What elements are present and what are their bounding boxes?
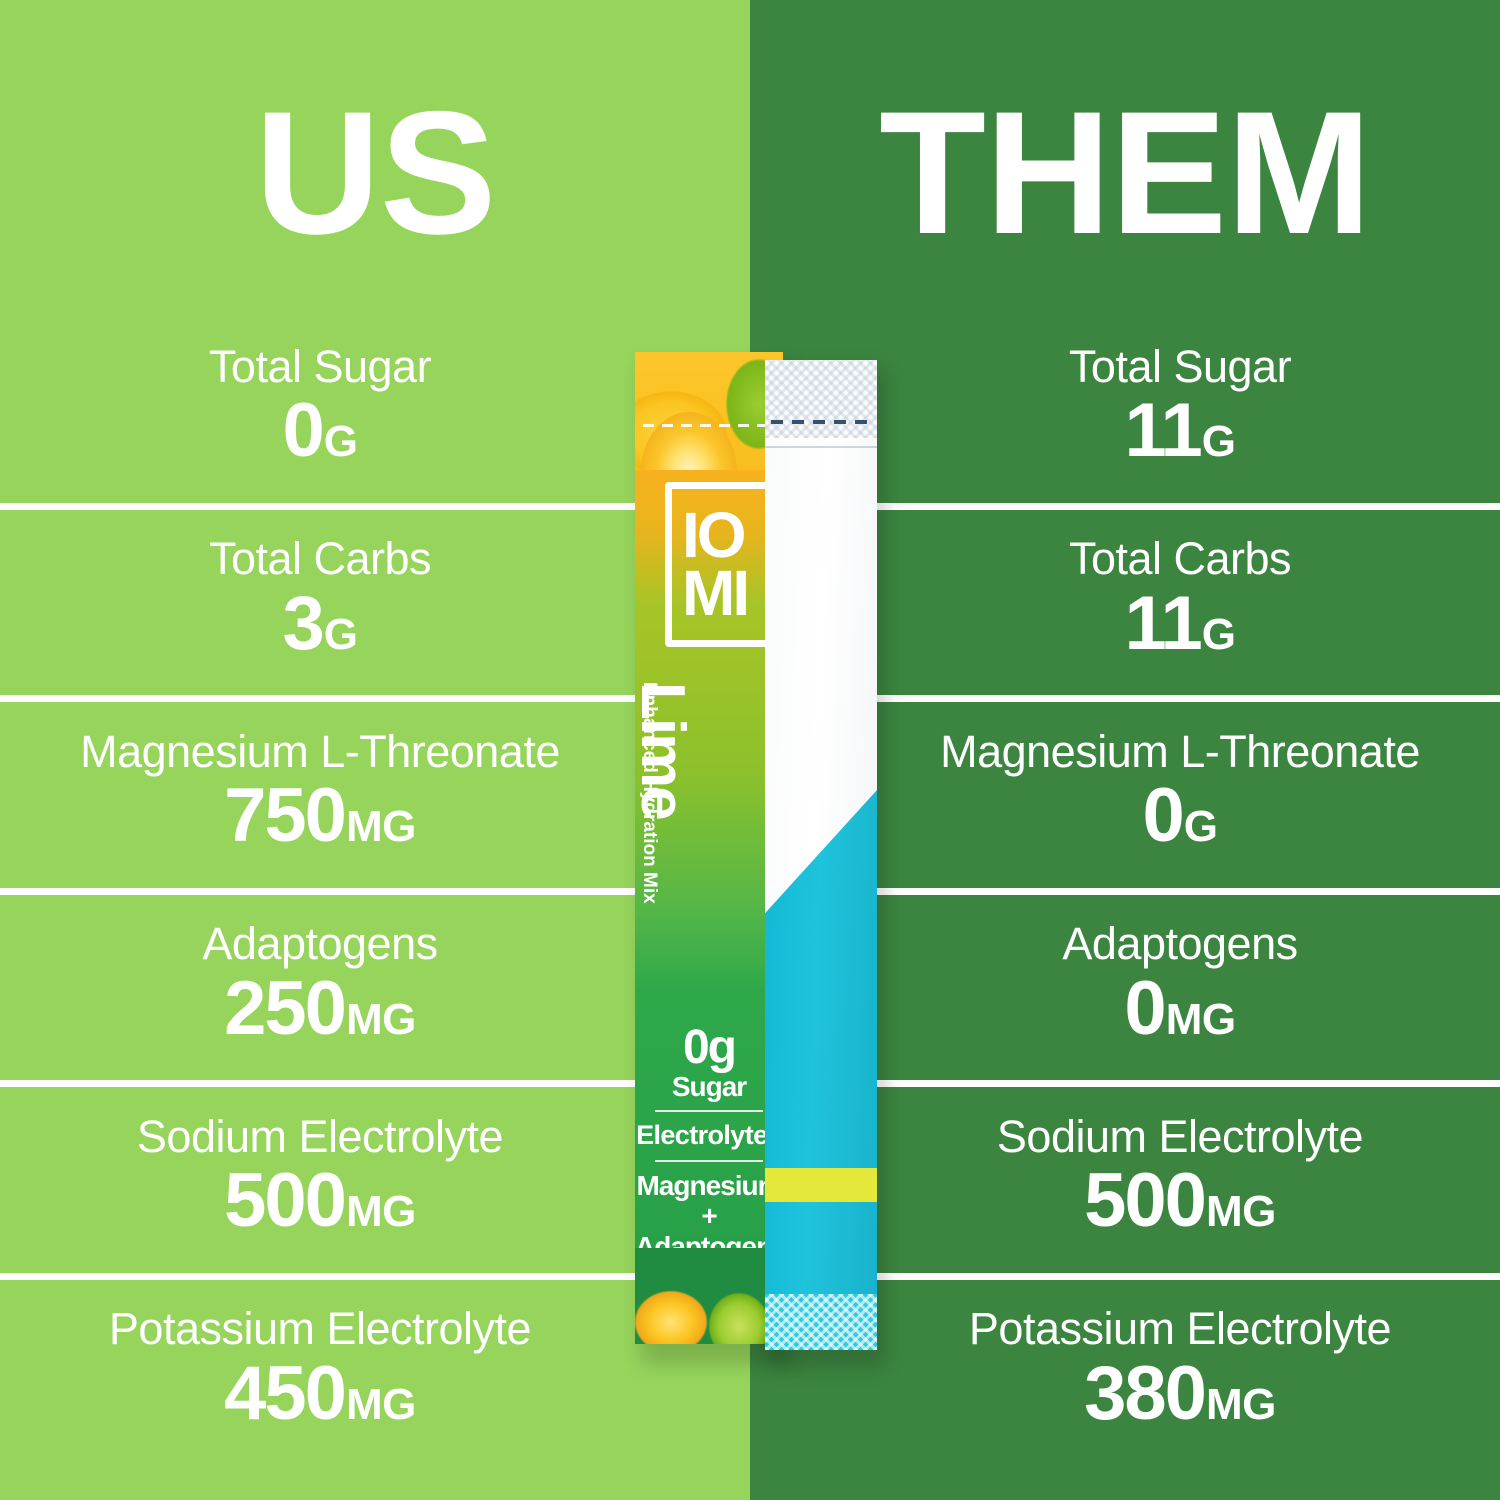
product-packets: IO MI Enhanced Hydration Mix Lime 0g Sug… [617, 352, 887, 1368]
plain-stick-pack [765, 360, 877, 1350]
nutrient-value: 250 MG [224, 970, 416, 1048]
nutrient-unit: G [323, 417, 358, 467]
table-row: Adaptogens 0 MG [750, 887, 1500, 1081]
nutrient-label: Magnesium L-Threonate [80, 725, 560, 777]
tear-notch-icon [643, 424, 775, 427]
nutrient-unit: MG [345, 1379, 416, 1429]
nutrient-unit: G [323, 609, 358, 659]
nutrient-label: Total Carbs [1068, 533, 1292, 585]
table-row: Magnesium L-Threonate 750 MG [0, 695, 750, 888]
packet-claim-electrolytes: Electrolytes [636, 1120, 782, 1151]
nutrient-number: 3 [282, 580, 324, 666]
nutrient-value: 11 G [1124, 388, 1236, 474]
packet-flavour: Lime [635, 682, 697, 819]
branded-stick-pack: IO MI Enhanced Hydration Mix Lime 0g Sug… [635, 352, 783, 1344]
nutrient-label: Sodium Electrolyte [136, 1110, 504, 1162]
packet-body [635, 352, 783, 1344]
table-row: Potassium Electrolyte 450 MG [0, 1272, 750, 1466]
nutrient-value: 380 MG [1084, 1355, 1276, 1433]
us-heading: US [254, 75, 496, 271]
nutrient-value: 500 MG [224, 1162, 416, 1240]
nutrient-label: Potassium Electrolyte [108, 1303, 532, 1355]
nutrient-label: Potassium Electrolyte [968, 1303, 1392, 1355]
nutrient-number: 500 [224, 1158, 347, 1244]
packet-seam [765, 446, 877, 448]
nutrient-number: 450 [224, 1350, 347, 1436]
nutrient-unit: G [1201, 609, 1236, 659]
table-row: Potassium Electrolyte 380 MG [750, 1272, 1500, 1466]
brand-logo-line1: IO [682, 498, 747, 571]
nutrient-label: Total Carbs [208, 533, 432, 585]
brand-logo: IO MI [665, 482, 773, 647]
brand-logo-line2: MI [682, 556, 750, 629]
divider [655, 1110, 763, 1113]
nutrient-number: 380 [1084, 1350, 1207, 1436]
packet-crimp-bottom [765, 1294, 877, 1350]
nutrient-number: 11 [1124, 388, 1202, 474]
nutrient-number: 750 [224, 773, 347, 859]
nutrient-label: Magnesium L-Threonate [940, 725, 1420, 777]
table-row: Total Sugar 11 G [750, 310, 1500, 503]
packet-yellow-band [765, 1168, 877, 1202]
nutrient-number: 0 [282, 388, 324, 474]
nutrient-label: Sodium Electrolyte [996, 1110, 1364, 1162]
nutrient-number: 11 [1124, 580, 1202, 666]
nutrient-unit: MG [1165, 994, 1236, 1044]
nutrient-unit: MG [1205, 1187, 1276, 1237]
citrus-photo-top [635, 352, 783, 470]
table-row: Sodium Electrolyte 500 MG [750, 1080, 1500, 1273]
nutrient-number: 0 [1142, 773, 1184, 859]
nutrient-label: Adaptogens [202, 918, 438, 970]
nutrient-number: 0 [1124, 965, 1166, 1051]
nutrient-value: 500 MG [1084, 1162, 1276, 1240]
divider [655, 1160, 763, 1163]
tear-notch-icon [771, 420, 871, 424]
nutrient-unit: MG [1205, 1379, 1276, 1429]
citrus-photo-bottom [635, 1248, 783, 1344]
nutrient-label: Adaptogens [1062, 918, 1298, 970]
table-row: Sodium Electrolyte 500 MG [0, 1080, 750, 1273]
nutrient-unit: MG [345, 1187, 416, 1237]
them-heading: THEM [879, 75, 1372, 271]
nutrient-value: 11 G [1124, 580, 1236, 666]
nutrient-unit: G [1201, 417, 1236, 467]
nutrient-unit: MG [345, 994, 416, 1044]
nutrient-value: 750 MG [224, 777, 416, 855]
packet-claim-magnesium: Magnesium [636, 1170, 782, 1202]
packet-crimp-top [765, 360, 877, 438]
them-nutrient-list: Total Sugar 11 G Total Carbs 11 G Magnesiu… [750, 310, 1500, 1465]
nutrient-unit: G [1183, 802, 1218, 852]
nutrient-label: Total Sugar [208, 340, 432, 392]
nutrient-number: 250 [224, 965, 347, 1051]
us-panel-background [0, 0, 750, 1500]
packet-claim-sugar-value: 0g [682, 1021, 737, 1074]
table-row: Total Carbs 11 G [750, 502, 1500, 696]
table-row: Adaptogens 250 MG [0, 887, 750, 1081]
nutrient-label: Total Sugar [1068, 340, 1292, 392]
nutrient-unit: MG [345, 802, 416, 852]
nutrient-value: 450 MG [224, 1355, 416, 1433]
nutrient-value: 0 MG [1124, 965, 1236, 1051]
packet-claim-sugar-label: Sugar [671, 1071, 747, 1102]
nutrient-number: 500 [1084, 1158, 1207, 1244]
